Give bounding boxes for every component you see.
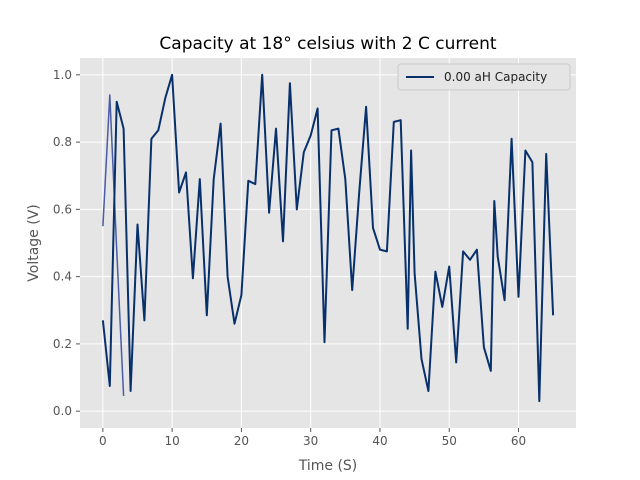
- y-tick-label: 1.0: [53, 68, 72, 82]
- chart-title: Capacity at 18° celsius with 2 C current: [159, 34, 496, 54]
- x-tick-label: 10: [164, 434, 179, 448]
- series-line-0: [101, 73, 555, 403]
- x-tick-label: 20: [234, 434, 249, 448]
- y-tick-label: 0.6: [53, 202, 72, 216]
- series-line-1: [102, 94, 125, 397]
- y-tick-label: 0.4: [53, 270, 72, 284]
- x-tick-label: 30: [303, 434, 318, 448]
- y-axis-ticks: 0.0 0.2 0.4 0.6 0.8 1.0: [53, 68, 80, 418]
- series-lines: [101, 73, 555, 403]
- x-axis-ticks: 0 10 20 30 40 50 60: [99, 428, 526, 448]
- x-tick-label: 60: [511, 434, 526, 448]
- y-tick-label: 0.8: [53, 135, 72, 149]
- legend-entry-label: 0.00 aH Capacity: [444, 70, 547, 84]
- y-tick-label: 0.0: [53, 404, 72, 418]
- x-tick-label: 50: [442, 434, 457, 448]
- x-axis-label: Time (S): [298, 458, 358, 474]
- legend: 0.00 aH Capacity: [397, 63, 571, 91]
- legend-box: [397, 63, 571, 91]
- y-tick-label: 0.2: [53, 337, 72, 351]
- y-axis-label: Voltage (V): [26, 204, 42, 281]
- x-tick-label: 40: [372, 434, 387, 448]
- x-tick-label: 0: [99, 434, 107, 448]
